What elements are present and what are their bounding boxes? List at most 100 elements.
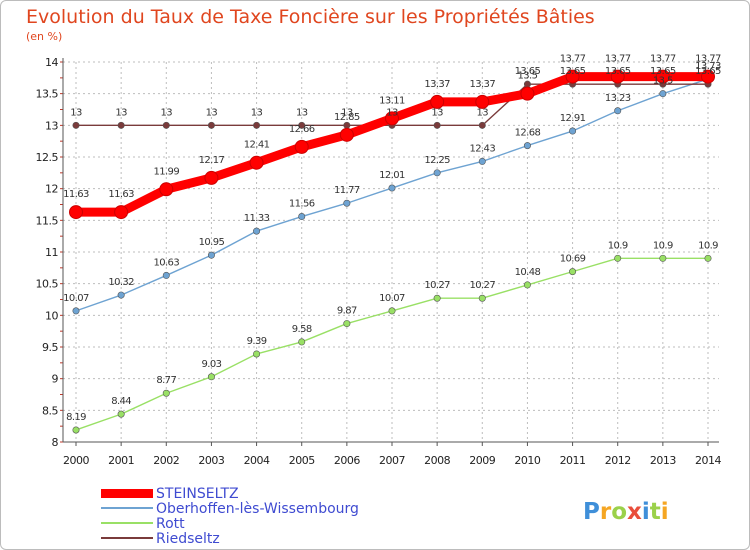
data-point-rott: [569, 268, 577, 276]
x-tick-label: 2012: [605, 454, 631, 467]
data-label-steinseltz: 13.77: [650, 54, 676, 65]
data-label-oberhoffen-l-s-wissembourg: 10.63: [153, 257, 179, 268]
data-point-rott: [207, 373, 215, 381]
data-label-oberhoffen-l-s-wissembourg: 12.43: [469, 143, 495, 154]
data-label-steinseltz: 13.77: [605, 54, 631, 65]
series: [69, 69, 715, 434]
data-point-oberhoffen-l-s-wissembourg: [433, 169, 441, 177]
y-tick-label: 10: [45, 309, 58, 322]
legend-entry: Rott: [156, 516, 185, 532]
x-tick-label: 2005: [289, 454, 315, 467]
data-point-steinseltz: [520, 86, 535, 101]
data-point-riedseltz: [433, 121, 441, 129]
data-label-oberhoffen-l-s-wissembourg: 13.23: [605, 93, 631, 104]
data-label-oberhoffen-l-s-wissembourg: 10.32: [108, 277, 134, 288]
data-point-steinseltz: [114, 205, 129, 220]
data-label-rott: 10.27: [469, 280, 495, 291]
data-point-rott: [523, 281, 531, 289]
data-label-riedseltz: 13: [296, 107, 308, 118]
logo-letter: o: [611, 499, 627, 525]
data-label-oberhoffen-l-s-wissembourg: 11.33: [244, 213, 270, 224]
logo-letter: x: [627, 499, 642, 525]
data-label-riedseltz: 13.65: [515, 66, 541, 77]
x-tick-label: 2011: [560, 454, 586, 467]
data-label-oberhoffen-l-s-wissembourg: 12.25: [424, 155, 450, 166]
legend-swatch: [101, 507, 153, 509]
legend-entry: Riedseltz: [156, 531, 220, 547]
legend-entry: Oberhoffen-lès-Wissembourg: [156, 501, 359, 517]
data-label-steinseltz: 13.37: [469, 79, 495, 90]
data-point-steinseltz: [159, 182, 174, 197]
x-tick-label: 2010: [514, 454, 540, 467]
data-labels: 11.63 11.63 11.99 12.17 12.41 12.66 12.85 13.11…: [63, 54, 721, 423]
data-label-steinseltz: 11.99: [153, 166, 179, 177]
y-tick-label: 10.5: [36, 278, 59, 291]
data-point-oberhoffen-l-s-wissembourg: [162, 271, 170, 279]
data-point-rott: [162, 389, 170, 397]
grid: [63, 61, 719, 443]
data-label-steinseltz: 11.63: [63, 189, 89, 200]
data-label-riedseltz: 13: [161, 107, 173, 118]
y-tick-label: 14: [45, 56, 58, 69]
data-point-riedseltz: [117, 121, 125, 129]
y-tick-label: 9.5: [42, 341, 58, 354]
data-label-rott: 9.58: [292, 324, 312, 335]
data-point-riedseltz: [343, 121, 351, 129]
data-point-steinseltz: [69, 205, 83, 220]
data-label-riedseltz: 13: [251, 107, 263, 118]
data-label-rott: 9.39: [247, 336, 267, 347]
data-label-oberhoffen-l-s-wissembourg: 11.77: [334, 185, 360, 196]
legend-swatch: [101, 537, 153, 539]
data-label-oberhoffen-l-s-wissembourg: 13.5: [653, 76, 673, 87]
data-label-riedseltz: 13: [431, 107, 443, 118]
data-label-oberhoffen-l-s-wissembourg: 12.01: [379, 170, 405, 181]
data-label-steinseltz: 12.41: [244, 140, 270, 151]
data-label-steinseltz: 11.63: [108, 189, 134, 200]
data-point-steinseltz: [610, 69, 625, 84]
y-tick-label: 12: [45, 183, 58, 196]
legend-swatch: [101, 489, 153, 498]
legend: STEINSELTZOberhoffen-lès-WissembourgRott…: [101, 486, 359, 547]
data-point-rott: [298, 338, 306, 346]
data-label-steinseltz: 13.77: [695, 54, 721, 65]
data-label-rott: 9.03: [201, 359, 221, 370]
logo-letter: t: [650, 499, 661, 525]
x-tick-label: 2008: [424, 454, 450, 467]
x-tick-label: 2013: [650, 454, 676, 467]
data-label-riedseltz: 13: [70, 107, 82, 118]
data-point-oberhoffen-l-s-wissembourg: [253, 227, 261, 235]
data-point-oberhoffen-l-s-wissembourg: [117, 291, 125, 299]
x-tick-label: 2002: [153, 454, 179, 467]
data-point-steinseltz: [701, 69, 715, 84]
data-label-riedseltz: 13.65: [650, 66, 676, 77]
data-point-rott: [659, 254, 667, 262]
x-tick-label: 2009: [469, 454, 495, 467]
y-tick-label: 9: [52, 373, 59, 386]
data-point-rott: [253, 350, 261, 358]
data-point-steinseltz: [385, 111, 399, 126]
data-label-rott: 10.48: [515, 267, 541, 278]
legend-swatch: [101, 522, 153, 524]
data-point-oberhoffen-l-s-wissembourg: [659, 90, 667, 98]
data-label-riedseltz: 13: [115, 107, 127, 118]
data-label-riedseltz: 13.65: [695, 66, 721, 77]
y-tick-label: 11.5: [36, 214, 59, 227]
data-point-riedseltz: [298, 121, 306, 129]
data-label-steinseltz: 12.85: [334, 112, 360, 123]
x-tick-label: 2000: [63, 454, 89, 467]
x-tick-label: 2004: [244, 454, 270, 467]
logo-letter: r: [600, 499, 612, 525]
y-tick-label: 8: [52, 436, 59, 449]
data-label-steinseltz: 13.11: [379, 95, 405, 106]
data-point-oberhoffen-l-s-wissembourg: [388, 184, 396, 192]
data-label-riedseltz: 13: [386, 107, 398, 118]
data-point-steinseltz: [565, 69, 580, 84]
x-tick-label: 2007: [379, 454, 405, 467]
data-label-riedseltz: 13: [206, 107, 218, 118]
data-label-steinseltz: 13.37: [424, 79, 450, 90]
data-label-riedseltz: 13.65: [560, 66, 586, 77]
data-point-oberhoffen-l-s-wissembourg: [343, 199, 351, 207]
data-point-steinseltz: [430, 94, 445, 109]
data-label-oberhoffen-l-s-wissembourg: 11.56: [289, 199, 315, 210]
